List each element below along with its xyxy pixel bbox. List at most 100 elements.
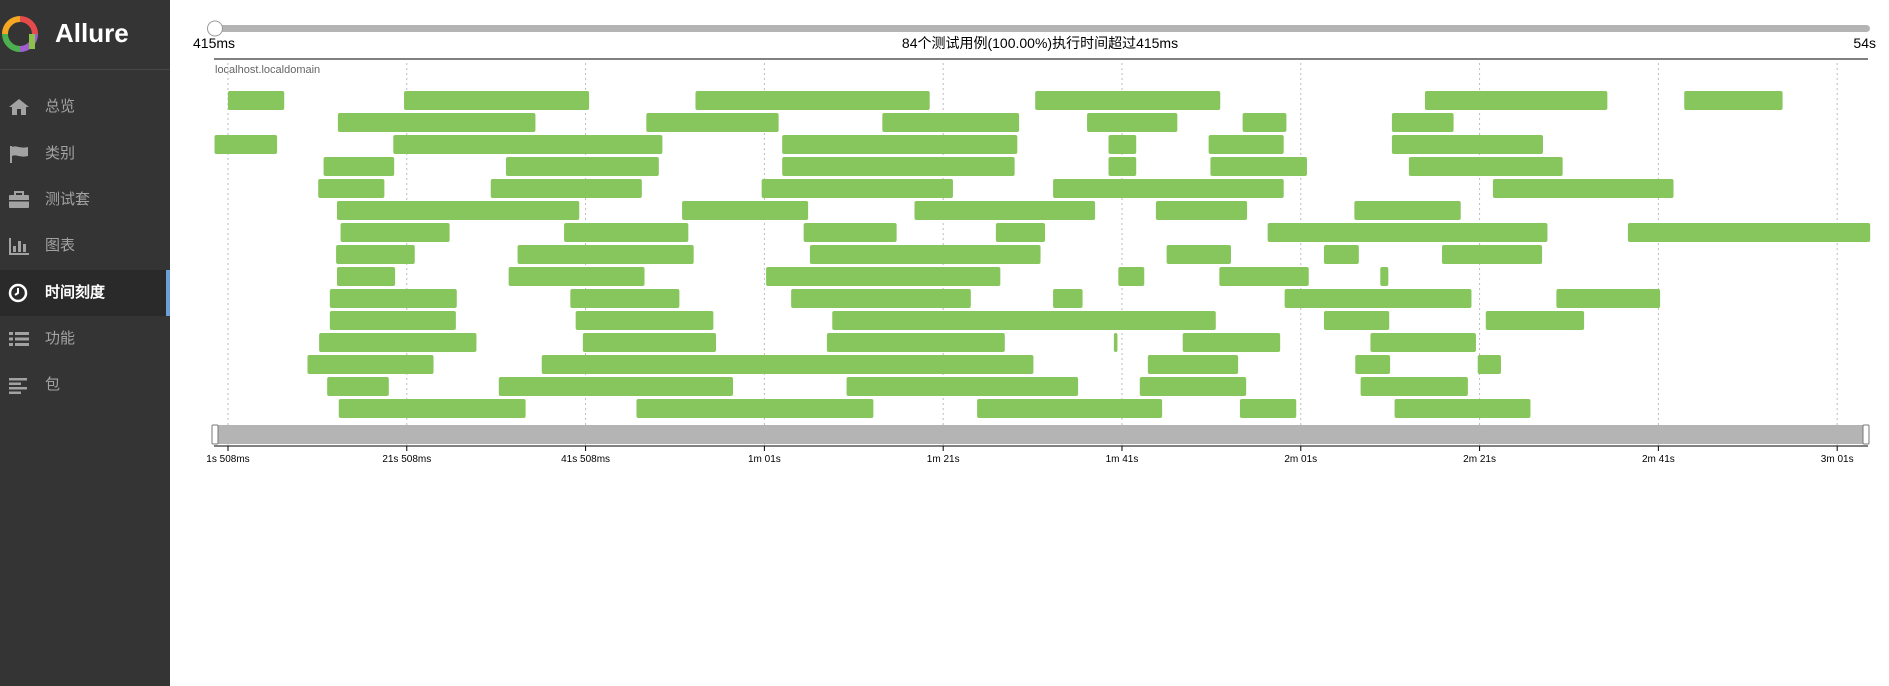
test-case-bar[interactable] [1053,179,1284,198]
test-case-bar[interactable] [1267,223,1548,242]
test-case-bar[interactable] [393,135,663,154]
test-case-bar[interactable] [1053,289,1083,308]
sidebar-item-graphs[interactable]: 图表 [0,223,170,269]
test-case-bar[interactable] [319,333,477,352]
test-case-bar[interactable] [1360,377,1468,396]
test-case-bar[interactable] [1242,113,1287,132]
test-case-bar[interactable] [323,157,395,176]
test-case-bar[interactable] [1477,355,1501,374]
test-case-bar[interactable] [227,91,285,110]
test-case-bar[interactable] [564,223,689,242]
test-case-bar[interactable] [1108,135,1137,154]
test-case-bar[interactable] [1139,377,1247,396]
brush-left-handle[interactable] [211,424,219,445]
test-case-bar[interactable] [1323,245,1359,264]
test-case-bar[interactable] [1355,355,1391,374]
test-case-bar[interactable] [327,377,389,396]
test-case-bar[interactable] [1354,201,1461,220]
test-case-bar[interactable] [1147,355,1239,374]
axis-tick-label: 3m 01s [1821,454,1854,465]
test-case-bar[interactable] [1424,91,1608,110]
test-case-bar[interactable] [338,399,526,418]
test-case-bar[interactable] [1323,311,1390,330]
test-case-bar[interactable] [1208,135,1284,154]
test-case-bar[interactable] [1118,267,1145,286]
test-case-bar[interactable] [1441,245,1543,264]
test-case-bar[interactable] [782,135,1018,154]
test-case-bar[interactable] [1239,399,1297,418]
test-case-bar[interactable] [570,289,680,308]
sidebar-item-categories[interactable]: 类别 [0,131,170,177]
test-case-bar[interactable] [498,377,734,396]
test-case-bar[interactable] [1155,201,1248,220]
test-case-bar[interactable] [541,355,1034,374]
sidebar-item-timeline[interactable]: 时间刻度 [0,270,170,316]
test-case-bar[interactable] [1219,267,1309,286]
test-case-bar[interactable] [766,267,1001,286]
sidebar-item-packages[interactable]: 包 [0,362,170,408]
test-case-bar[interactable] [761,179,953,198]
test-case-bar[interactable] [575,311,714,330]
test-case-bar[interactable] [1391,113,1454,132]
test-case-bar[interactable] [1485,311,1585,330]
test-case-bar[interactable] [803,223,897,242]
test-case-bar[interactable] [340,223,450,242]
test-case-bar[interactable] [1380,267,1389,286]
test-case-bar[interactable] [809,245,1041,264]
test-case-bar[interactable] [1684,91,1783,110]
test-case-bar[interactable] [582,333,717,352]
test-case-bar[interactable] [517,245,694,264]
test-case-bar[interactable] [1210,157,1307,176]
test-case-bar[interactable] [336,267,396,286]
test-case-bar[interactable] [1182,333,1281,352]
test-case-bar[interactable] [636,399,874,418]
test-case-bar[interactable] [695,91,930,110]
test-case-bar[interactable] [1492,179,1674,198]
test-case-bar[interactable] [995,223,1046,242]
sidebar-item-suites[interactable]: 测试套 [0,177,170,223]
test-case-bar[interactable] [336,245,415,264]
brand[interactable]: Allure [0,0,170,70]
test-case-bar[interactable] [1087,113,1178,132]
duration-slider-handle[interactable] [207,20,223,37]
test-case-bar[interactable] [329,289,457,308]
brush-right-handle[interactable] [1862,424,1870,445]
sidebar-item-behaviors[interactable]: 功能 [0,316,170,362]
test-case-bar[interactable] [1166,245,1231,264]
test-case-bar[interactable] [1408,157,1563,176]
test-case-bar[interactable] [336,201,580,220]
test-case-bar[interactable] [508,267,645,286]
test-case-bar[interactable] [1370,333,1476,352]
test-case-bar[interactable] [1113,333,1118,352]
test-case-bar[interactable] [1035,91,1221,110]
test-case-bar[interactable] [1556,289,1661,308]
test-case-bar[interactable] [882,113,1020,132]
test-case-bar[interactable] [914,201,1096,220]
test-case-bar[interactable] [846,377,1079,396]
timeline-brush[interactable] [214,425,1868,444]
test-case-bar[interactable] [1394,399,1531,418]
test-case-bar[interactable] [1627,223,1871,242]
test-case-bar[interactable] [1108,157,1137,176]
test-case-bar[interactable] [307,355,434,374]
test-case-bar[interactable] [782,157,1015,176]
test-case-bar[interactable] [329,311,456,330]
test-case-bar[interactable] [1391,135,1543,154]
test-case-bar[interactable] [318,179,385,198]
test-case-bar[interactable] [214,135,278,154]
duration-min-label: 415ms [193,35,235,51]
test-case-bar[interactable] [1284,289,1472,308]
test-case-bar[interactable] [791,289,971,308]
test-case-bar[interactable] [977,399,1163,418]
test-case-bar[interactable] [646,113,779,132]
test-case-bar[interactable] [505,157,659,176]
test-case-bar[interactable] [337,113,536,132]
test-case-bar[interactable] [832,311,1216,330]
test-case-bar[interactable] [404,91,590,110]
duration-slider-track[interactable] [214,25,1870,32]
sidebar-item-overview[interactable]: 总览 [0,84,170,130]
bar-chart-icon [9,238,29,255]
test-case-bar[interactable] [490,179,642,198]
test-case-bar[interactable] [826,333,1005,352]
test-case-bar[interactable] [682,201,809,220]
